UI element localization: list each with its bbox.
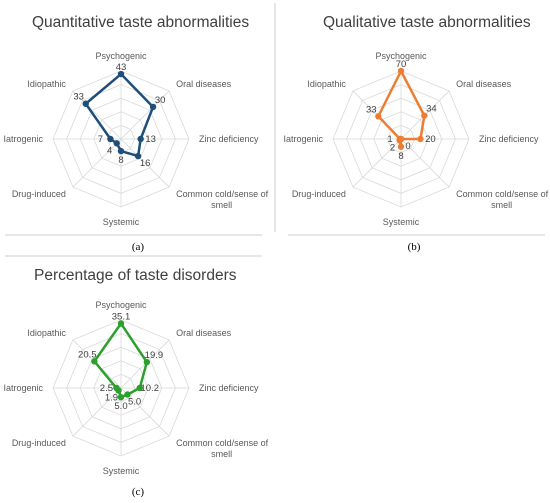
axis-category-label: Zinc deficiency xyxy=(199,134,259,144)
grid-spoke xyxy=(72,138,122,188)
data-value-label: 5.0 xyxy=(114,401,127,412)
grid-spoke xyxy=(72,90,122,140)
data-point xyxy=(397,143,405,150)
grid-spoke xyxy=(72,387,122,437)
axis-category-label: Idiopathic xyxy=(307,79,346,89)
data-point xyxy=(397,67,405,75)
data-value-label: 7 xyxy=(98,134,103,145)
data-value-label: 13 xyxy=(145,134,156,145)
axis-category-label: Drug-induced xyxy=(292,189,346,199)
chart-percentage: Percentage of taste disorders (c) Psycho… xyxy=(3,255,269,498)
data-value-label: 10.2 xyxy=(140,383,159,394)
axis-category-label: Idiopathic xyxy=(27,328,66,338)
grid-spoke xyxy=(120,90,170,140)
chart-quantitative: Quantitative taste abnormalities (a) Psy… xyxy=(3,14,268,253)
data-point xyxy=(117,393,125,401)
axis-category-label: Oral diseases xyxy=(176,328,232,338)
axis-category-label: Zinc deficiency xyxy=(479,134,539,144)
data-point xyxy=(107,135,114,143)
data-value-label: 8 xyxy=(118,155,123,166)
data-point xyxy=(421,112,428,119)
data-point xyxy=(134,152,142,160)
data-value-label: 5.0 xyxy=(128,397,141,408)
grid-spoke xyxy=(120,138,170,188)
data-point xyxy=(91,358,98,365)
axis-category-label: Psychogenic xyxy=(375,51,427,61)
grid-spoke xyxy=(352,138,402,188)
data-value-label: 16 xyxy=(140,158,151,169)
axis-category-label: Systemic xyxy=(103,466,140,476)
axis-category-label: Oral diseases xyxy=(456,79,512,89)
data-point xyxy=(375,113,382,120)
chart-title: Percentage of taste disorders xyxy=(34,267,237,284)
axis-category-label: Zinc deficiency xyxy=(199,383,259,393)
data-value-label: 1.9 xyxy=(105,393,118,404)
axis-category-label: Common cold/sense of smell xyxy=(176,189,269,210)
data-point xyxy=(113,384,120,392)
data-value-label: 30 xyxy=(155,95,166,106)
axis-category-label: Iatrogenic xyxy=(3,383,43,393)
data-point xyxy=(417,135,424,143)
data-value-label: 19.9 xyxy=(145,350,164,361)
data-value-label: 2.5 xyxy=(100,383,113,394)
data-value-label: 34 xyxy=(426,104,437,115)
data-point xyxy=(124,391,131,398)
data-point xyxy=(113,140,120,147)
data-point xyxy=(117,320,125,327)
axis-category-label: Drug-induced xyxy=(12,189,66,199)
chart-caption: (c) xyxy=(132,486,145,498)
data-value-label: 35.1 xyxy=(112,311,131,322)
data-point xyxy=(143,358,151,366)
data-value-label: 20.5 xyxy=(78,349,97,360)
chart-qualitative: Qualitative taste abnormalities (b) Psyc… xyxy=(283,14,548,253)
data-point xyxy=(396,135,404,143)
chart-title: Quantitative taste abnormalities xyxy=(32,14,249,31)
data-value-label: 1 xyxy=(387,134,392,145)
chart-title: Qualitative taste abnormalities xyxy=(323,14,531,31)
data-value-label: 8 xyxy=(398,151,403,162)
data-value-label: 2 xyxy=(390,142,395,153)
axis-category-label: Common cold/sense of smell xyxy=(176,438,269,459)
axis-category-label: Iatrogenic xyxy=(3,134,43,144)
axis-category-label: Systemic xyxy=(383,217,420,227)
data-value-label: 70 xyxy=(396,59,407,70)
axis-category-label: Idiopathic xyxy=(27,79,66,89)
axis-category-label: Common cold/sense of smell xyxy=(456,189,549,210)
axis-category-label: Psychogenic xyxy=(95,51,147,61)
data-point xyxy=(137,135,144,143)
data-point xyxy=(82,100,89,107)
data-value-label: 0 xyxy=(405,141,410,152)
axis-category-label: Drug-induced xyxy=(12,438,66,448)
data-value-label: 33 xyxy=(73,92,84,103)
grid-spoke xyxy=(400,138,450,188)
axis-category-label: Oral diseases xyxy=(176,79,232,89)
axis-category-label: Iatrogenic xyxy=(283,134,323,144)
axis-category-label: Systemic xyxy=(103,217,140,227)
data-value-label: 4 xyxy=(107,145,112,156)
data-point xyxy=(117,70,125,78)
data-point xyxy=(136,384,143,392)
data-value-label: 33 xyxy=(366,104,377,115)
data-point xyxy=(149,103,157,111)
chart-caption: (b) xyxy=(408,241,421,253)
data-value-label: 43 xyxy=(116,62,127,73)
chart-caption: (a) xyxy=(132,241,145,253)
data-point xyxy=(117,147,125,155)
axis-category-label: Psychogenic xyxy=(95,300,147,310)
data-value-label: 20 xyxy=(425,134,436,145)
